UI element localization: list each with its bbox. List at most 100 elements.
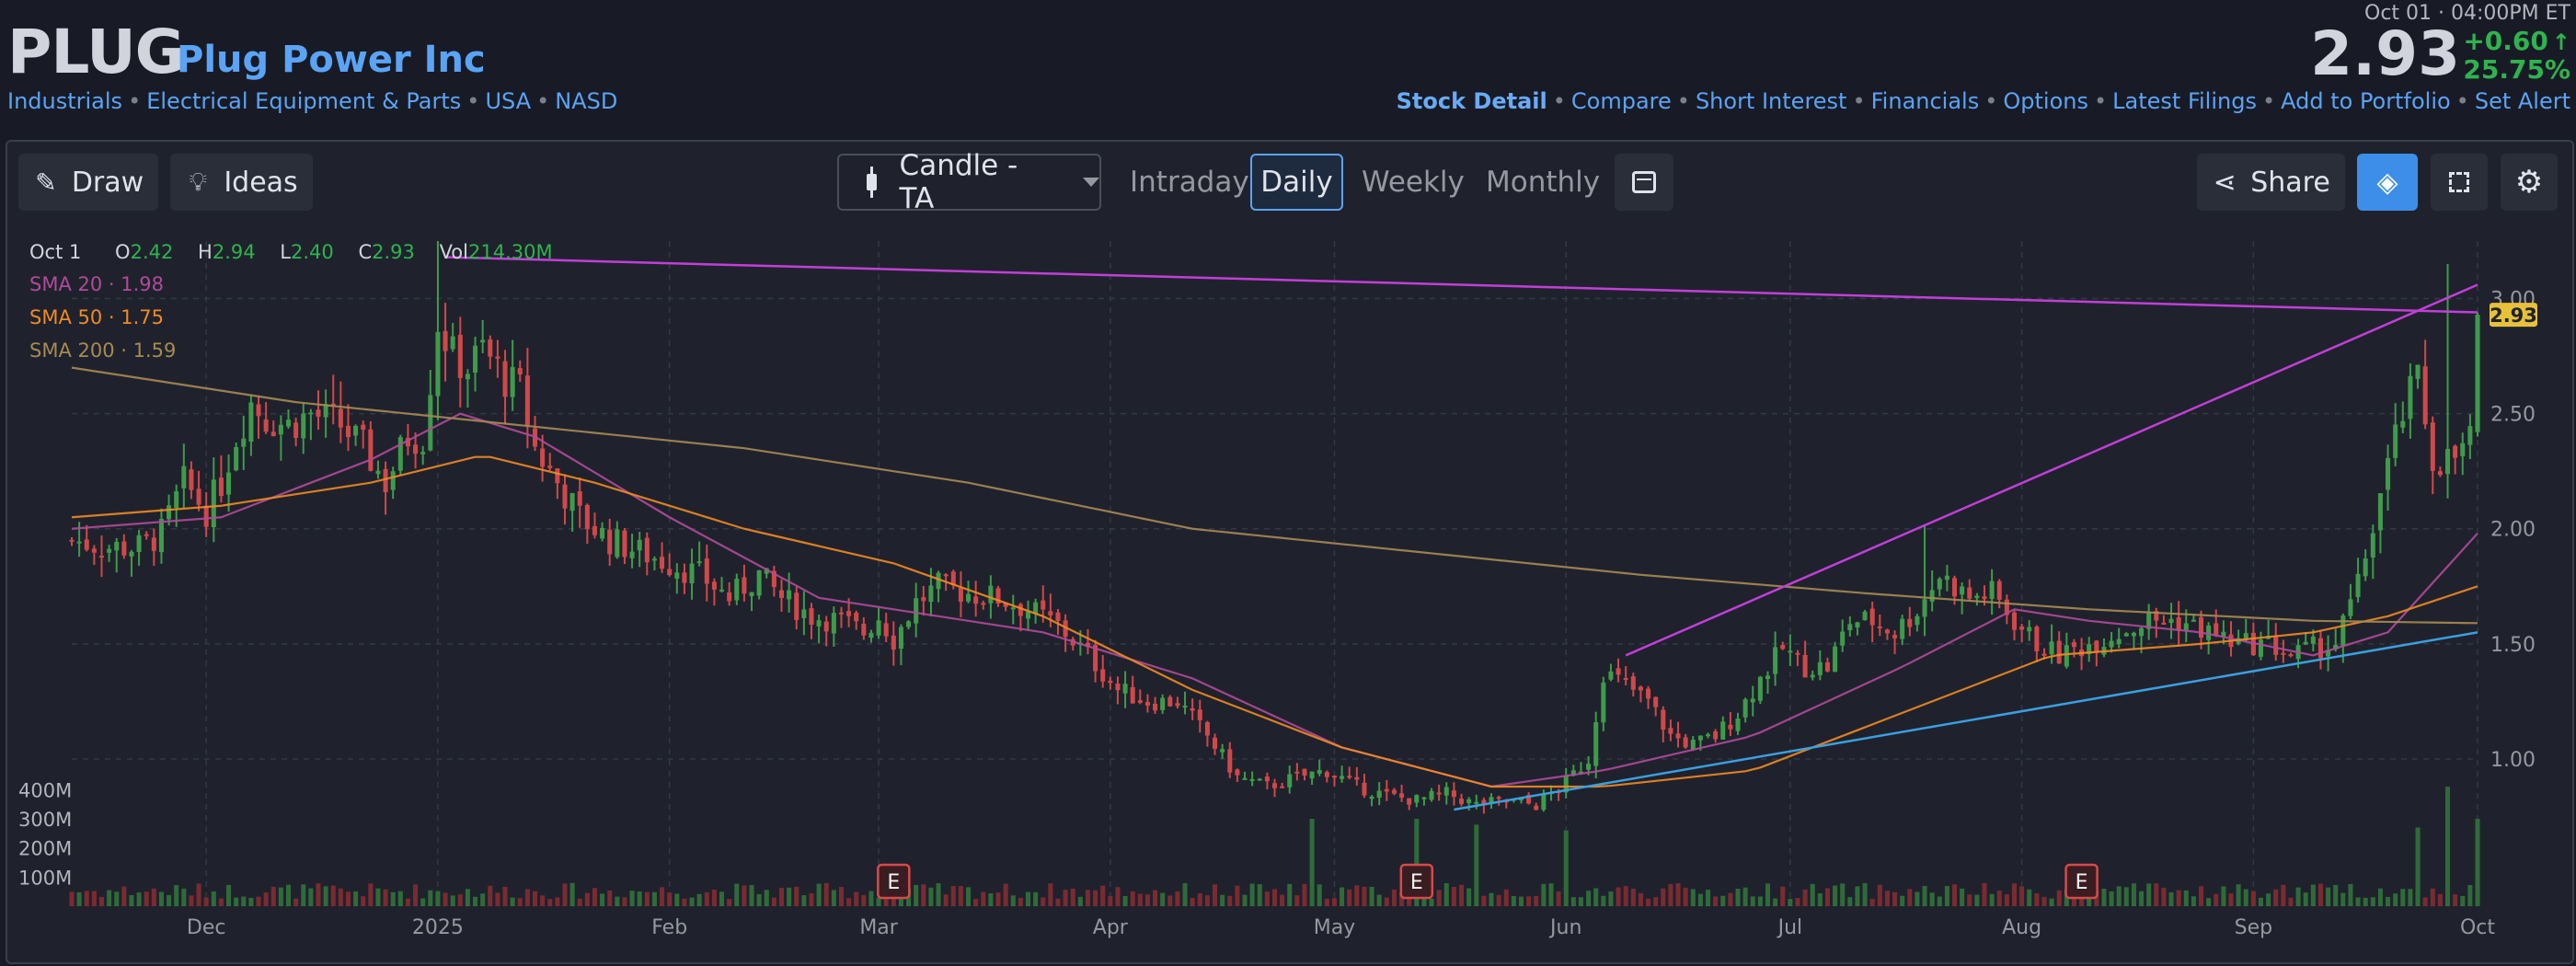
nav-add-to-portfolio[interactable]: Add to Portfolio bbox=[2281, 88, 2451, 114]
volume-bar bbox=[966, 887, 972, 906]
candle-body bbox=[2146, 613, 2152, 629]
nav-short-interest[interactable]: Short Interest bbox=[1695, 88, 1847, 114]
period-weekly[interactable]: Weekly bbox=[1362, 166, 1465, 199]
legend-vol: 214.30M bbox=[467, 241, 553, 263]
volume-bar bbox=[397, 891, 403, 906]
candle-body bbox=[1570, 770, 1576, 776]
premium-button[interactable]: ◈ bbox=[2357, 154, 2418, 211]
candle-body bbox=[1287, 774, 1293, 788]
candle-body bbox=[465, 374, 470, 380]
volume-bar bbox=[98, 896, 105, 906]
candle-body bbox=[1197, 709, 1202, 720]
nav-compare[interactable]: Compare bbox=[1570, 88, 1672, 114]
settings-button[interactable]: ⚙ bbox=[2501, 154, 2558, 211]
period-daily[interactable]: Daily bbox=[1250, 154, 1343, 211]
sector-link-country[interactable]: USA bbox=[485, 88, 532, 114]
volume-bar bbox=[2087, 892, 2092, 906]
company-name[interactable]: Plug Power Inc bbox=[177, 39, 486, 81]
candle-body bbox=[1653, 696, 1659, 707]
candle-body bbox=[584, 504, 590, 530]
volume-bar bbox=[1451, 886, 1456, 906]
volume-bar bbox=[167, 894, 172, 906]
candle-body bbox=[1788, 650, 1793, 653]
candle-body bbox=[353, 425, 359, 436]
trend-line bbox=[445, 256, 2478, 314]
x-tick-label: Jul bbox=[1777, 916, 1803, 939]
price-change: +0.60 ↑ 25.75% bbox=[2463, 28, 2570, 84]
candle-body bbox=[1167, 696, 1173, 707]
sector-link-industry[interactable]: Electrical Equipment & Parts bbox=[146, 88, 462, 114]
candle-body bbox=[958, 587, 963, 602]
sector-link-industrials[interactable]: Industrials bbox=[7, 88, 123, 114]
draw-button[interactable]: ✎ Draw bbox=[18, 154, 158, 211]
candle-body bbox=[2460, 443, 2466, 456]
candle-body bbox=[1376, 790, 1382, 799]
nav-options[interactable]: Options bbox=[2003, 88, 2088, 114]
candle-body bbox=[682, 572, 687, 583]
candle-body bbox=[1616, 668, 1621, 675]
candle-body bbox=[98, 556, 105, 558]
volume-bar bbox=[2250, 891, 2256, 906]
share-button[interactable]: ⋖ Share bbox=[2197, 154, 2345, 211]
chart-panel bbox=[6, 140, 2574, 964]
candle-body bbox=[1369, 796, 1374, 799]
volume-bar bbox=[1466, 888, 1472, 906]
candle-body bbox=[771, 570, 776, 588]
candle-body bbox=[1608, 671, 1614, 680]
candle-body bbox=[1952, 578, 1958, 597]
candle-body bbox=[1182, 705, 1188, 708]
nav-financials[interactable]: Financials bbox=[1870, 88, 1980, 114]
volume-bar bbox=[547, 899, 553, 906]
candle-body bbox=[1317, 770, 1322, 774]
candle-body bbox=[1601, 682, 1606, 723]
candle-body bbox=[2019, 626, 2025, 630]
candle-body bbox=[174, 491, 179, 508]
candle-body bbox=[114, 541, 120, 551]
volume-bar bbox=[600, 893, 605, 906]
sector-link-exchange[interactable]: NASD bbox=[555, 88, 618, 114]
legend-high: 2.94 bbox=[212, 241, 256, 263]
candle-body bbox=[330, 403, 336, 407]
candle-body bbox=[1915, 615, 1920, 626]
volume-bar bbox=[1249, 883, 1255, 906]
candle-body bbox=[1675, 733, 1681, 739]
candle-body bbox=[787, 590, 792, 600]
candle-body bbox=[1309, 771, 1315, 779]
nav-latest-filings[interactable]: Latest Filings bbox=[2112, 88, 2257, 114]
volume-bar bbox=[107, 890, 112, 906]
candle-body bbox=[1489, 797, 1494, 804]
volume-bar bbox=[1780, 886, 1786, 906]
candle-body bbox=[2422, 366, 2428, 425]
volume-bar bbox=[151, 888, 156, 906]
candle-body bbox=[241, 438, 247, 447]
volume-bar bbox=[2400, 889, 2406, 906]
period-intraday[interactable]: Intraday bbox=[1130, 166, 1249, 199]
sma200-label: SMA 200 bbox=[29, 339, 115, 362]
quote-datetime: Oct 01 · 04:00PM ET bbox=[2364, 2, 2570, 25]
volume-bar bbox=[301, 884, 306, 906]
nav-set-alert[interactable]: Set Alert bbox=[2474, 88, 2570, 114]
candle-body bbox=[719, 589, 725, 592]
x-tick-label: May bbox=[1314, 916, 1355, 939]
volume-bar bbox=[891, 892, 896, 906]
period-monthly[interactable]: Monthly bbox=[1486, 166, 1601, 199]
volume-bar bbox=[361, 896, 366, 906]
candle-body bbox=[473, 345, 478, 374]
candle-body bbox=[405, 437, 410, 447]
candle-body bbox=[1354, 776, 1360, 780]
calendar-button[interactable] bbox=[1615, 154, 1673, 211]
fullscreen-button[interactable] bbox=[2431, 154, 2488, 211]
candle-body bbox=[756, 569, 762, 596]
volume-bar bbox=[1070, 888, 1075, 906]
chart-type-select[interactable]: Candle - TA bbox=[837, 149, 1101, 215]
ideas-button[interactable]: 💡︎ Ideas bbox=[170, 154, 313, 211]
candle-body bbox=[906, 621, 912, 627]
candle-body bbox=[1496, 797, 1501, 799]
volume-bar bbox=[838, 887, 844, 906]
candle-body bbox=[1459, 799, 1465, 804]
candle-body bbox=[2437, 471, 2443, 476]
volume-bar bbox=[629, 891, 635, 906]
candle-body bbox=[764, 568, 769, 574]
nav-stock-detail[interactable]: Stock Detail bbox=[1396, 88, 1547, 114]
